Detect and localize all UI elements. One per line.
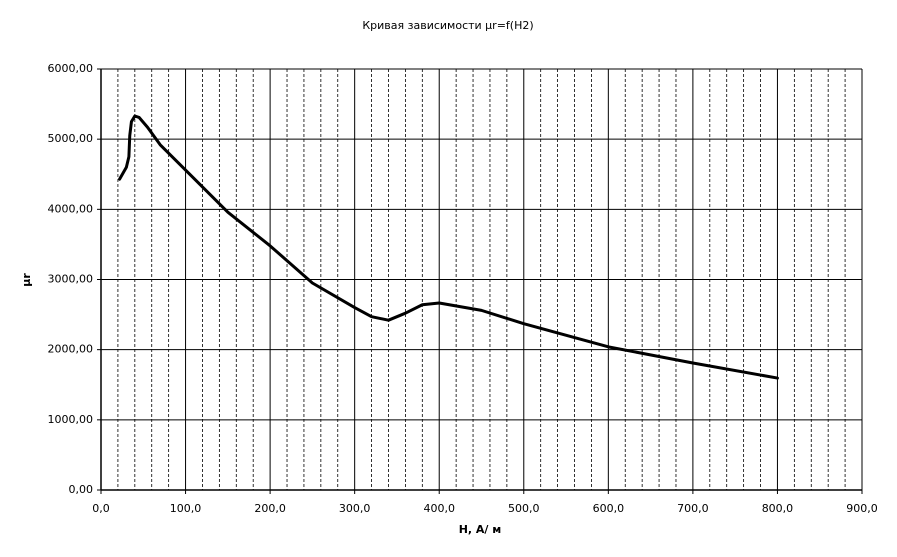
y-tick-label: 3000,00 [48, 273, 94, 286]
x-tick-label: 100,0 [170, 502, 202, 515]
x-tick-label: 700,0 [677, 502, 709, 515]
y-tick-label: 4000,00 [48, 202, 94, 215]
x-tick-label: 300,0 [339, 502, 371, 515]
x-tick-label: 200,0 [254, 502, 286, 515]
x-tick-label: 500,0 [508, 502, 540, 515]
x-tick-label: 800,0 [762, 502, 794, 515]
y-tick-label: 6000,00 [48, 62, 94, 75]
y-tick-label: 5000,00 [48, 132, 94, 145]
y-tick-label: 0,00 [69, 483, 94, 496]
x-tick-label: 0,0 [92, 502, 110, 515]
chart-title: Кривая зависимости μr=f(H2) [362, 19, 533, 32]
y-axis-label: μr [20, 273, 33, 287]
y-tick-label: 1000,00 [48, 413, 94, 426]
y-tick-label: 2000,00 [48, 343, 94, 356]
x-axis-label: H, A/ м [459, 523, 502, 536]
data-line [118, 114, 779, 380]
x-tick-label: 400,0 [423, 502, 455, 515]
x-tick-label: 600,0 [593, 502, 625, 515]
x-tick-label: 900,0 [846, 502, 878, 515]
